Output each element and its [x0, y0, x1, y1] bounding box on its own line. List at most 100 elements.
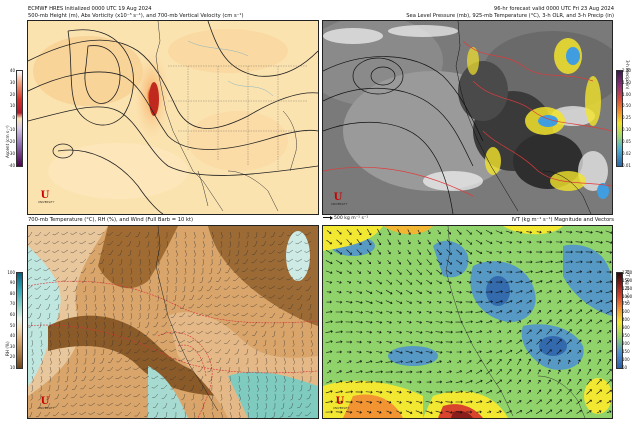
- wind-barb: [229, 384, 232, 392]
- ivt-vector: [556, 230, 562, 234]
- panel1-title: 500-mb Height (m), Abs Vorticity (x10⁻⁵ …: [28, 12, 244, 19]
- ivt-vector: [415, 410, 423, 415]
- ivt-vector: [536, 329, 542, 335]
- wind-barb: [182, 402, 186, 410]
- wind-barb: [134, 339, 141, 345]
- ivt-vector: [406, 400, 413, 404]
- vector-key-arrow-icon: [323, 215, 333, 220]
- ivt-vector: [366, 340, 372, 344]
- wind-barb: [306, 294, 312, 301]
- ivt-vector: [547, 300, 552, 304]
- wind-barb: [31, 375, 34, 383]
- ivt-vector: [555, 260, 563, 264]
- wind-barb: [35, 231, 42, 237]
- ivt-vector: [595, 241, 603, 244]
- ivt-vector: [385, 300, 393, 305]
- ivt-vector: [525, 270, 533, 274]
- wind-barb: [252, 330, 258, 336]
- ivt-vector: [576, 319, 583, 325]
- wind-barb: [106, 411, 114, 416]
- wind-barb: [40, 348, 43, 356]
- wind-barb: [63, 285, 69, 292]
- ivt-vector: [596, 399, 602, 404]
- wind-barb: [157, 258, 160, 266]
- wind-barb: [85, 312, 88, 320]
- wind-barb: [116, 357, 123, 363]
- wind-barb: [70, 231, 78, 235]
- wind-barb: [201, 258, 204, 266]
- wind-barb: [226, 258, 231, 265]
- wind-barb: [161, 393, 168, 399]
- ivt-vector: [347, 280, 352, 284]
- ascent-core: [149, 82, 159, 116]
- wind-barb: [45, 303, 51, 310]
- wind-barb: [218, 258, 222, 266]
- wind-barb: [133, 375, 141, 379]
- ivt-vector: [506, 339, 512, 344]
- ivt-vector: [376, 400, 382, 404]
- wind-barb: [310, 321, 313, 329]
- wind-barb: [70, 240, 78, 244]
- ivt-vector: [556, 409, 563, 415]
- wind-barb: [205, 312, 213, 316]
- ivt-vector: [486, 350, 493, 354]
- ivt-vector: [405, 370, 413, 374]
- wind-barb: [196, 312, 204, 317]
- wind-barb: [97, 384, 105, 389]
- wind-barb: [279, 312, 285, 319]
- colorbar-tick-label: -40: [8, 162, 15, 168]
- colorbar-tick-label: 90: [9, 280, 15, 286]
- ivt-vector: [346, 239, 352, 245]
- wind-barb: [76, 339, 79, 347]
- ivt-vector: [366, 350, 373, 354]
- ivt-vector: [545, 250, 553, 254]
- wind-barb: [46, 393, 51, 400]
- ivt-vector: [447, 290, 452, 294]
- ivt-vector: [345, 330, 353, 334]
- wind-barb: [178, 366, 186, 371]
- ivt-vector: [325, 390, 333, 394]
- wind-barb: [169, 357, 177, 361]
- ivt-vector: [336, 290, 342, 294]
- ivt-vector: [567, 369, 571, 375]
- ivt-vector: [365, 290, 373, 295]
- wind-barb: [170, 312, 177, 318]
- wind-barb: [43, 267, 51, 271]
- wind-barb: [58, 330, 61, 338]
- ivt-vector: [516, 240, 522, 244]
- wind-barb: [223, 330, 231, 335]
- cloud-tops: [323, 25, 608, 191]
- wind-barb: [164, 231, 168, 239]
- wind-barb: [211, 402, 214, 410]
- ivt-vector: [386, 310, 393, 314]
- ivt-vector: [436, 380, 443, 384]
- ivt-vector: [586, 378, 592, 385]
- wind-barb: [272, 402, 276, 410]
- wind-barb: [28, 258, 33, 262]
- wind-barb: [89, 375, 96, 381]
- wind-barb: [232, 285, 240, 290]
- wind-barb: [268, 294, 276, 299]
- ivt-vector: [606, 330, 612, 334]
- ivt-vector: [586, 399, 592, 405]
- ivt-vector: [585, 299, 593, 304]
- ivt-vector: [526, 230, 533, 234]
- wind-barb: [214, 294, 222, 299]
- wind-barb: [206, 357, 213, 363]
- wind-barb: [102, 339, 105, 347]
- wind-barb: [103, 330, 106, 338]
- wind-barb: [197, 366, 204, 372]
- wind-barb: [156, 294, 159, 302]
- ivt-vector: [336, 249, 343, 255]
- wind-barb: [126, 339, 132, 346]
- wind-barb: [148, 276, 151, 284]
- wind-barb: [162, 312, 168, 319]
- wind-barb: [193, 249, 196, 257]
- wind-barb: [85, 321, 88, 329]
- ivt-vector: [475, 290, 483, 294]
- wind-barb: [55, 303, 60, 311]
- ivt-vector: [575, 250, 583, 254]
- ivt-vector: [586, 389, 592, 395]
- wind-barb: [286, 267, 294, 271]
- ivt-vector: [486, 250, 493, 254]
